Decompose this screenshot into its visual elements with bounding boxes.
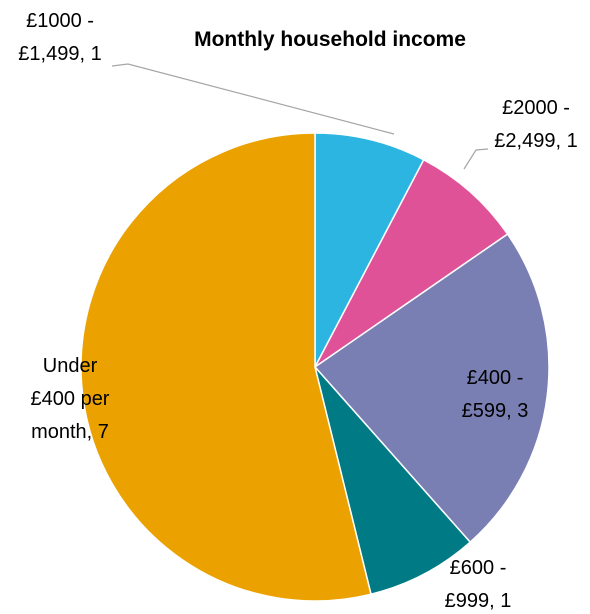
- pie-slice: [313, 233, 550, 544]
- data-label: £600 - £999, 1: [444, 557, 512, 612]
- pie-slice: [314, 132, 425, 368]
- data-label: Under £400 per month, 7: [30, 355, 110, 443]
- data-label: £2000 - £2,499, 1: [494, 97, 578, 152]
- data-label: £1000 - £1,499, 1: [18, 10, 102, 65]
- pie-slice: [80, 132, 372, 602]
- leader-line: [111, 63, 395, 135]
- data-label: £400 - £599, 3: [461, 367, 529, 422]
- pie-slice: [314, 158, 509, 368]
- chart-title: Monthly household income: [194, 28, 466, 51]
- pie-slice: [314, 366, 472, 596]
- leader-line: [463, 148, 489, 170]
